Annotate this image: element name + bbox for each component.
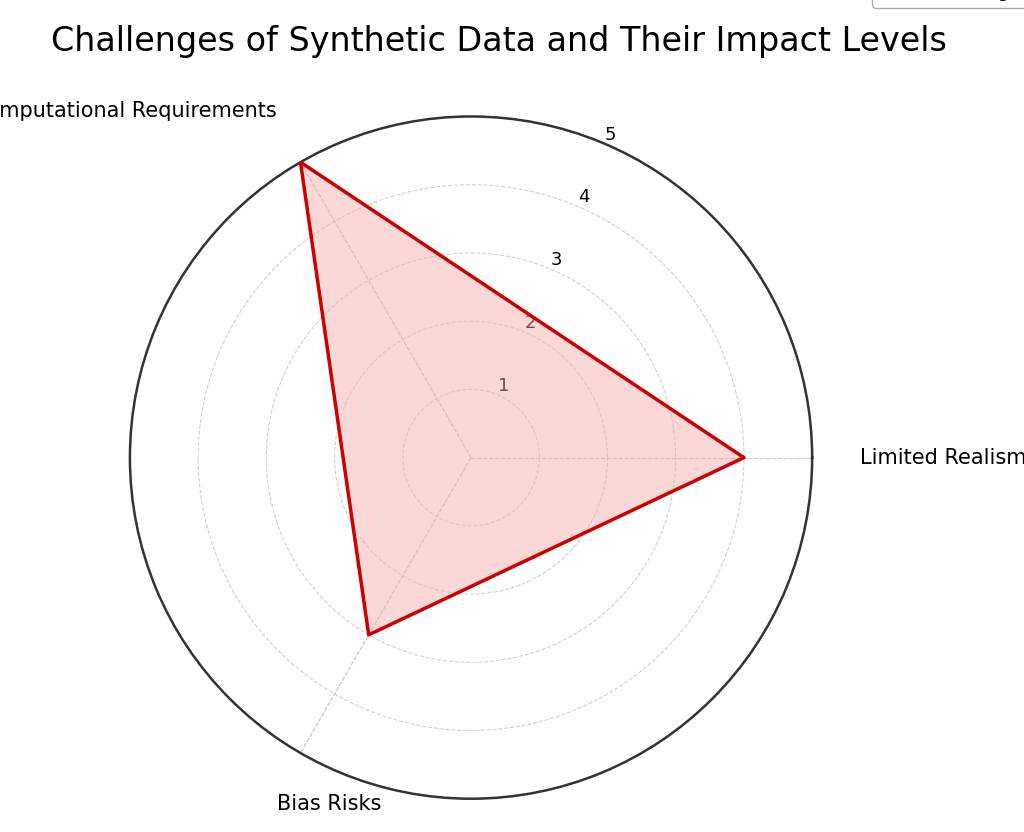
Text: Challenges of Synthetic Data and Their Impact Levels: Challenges of Synthetic Data and Their I… — [51, 25, 947, 58]
Text: Limited Realism: Limited Realism — [860, 448, 1024, 468]
Polygon shape — [300, 162, 743, 635]
Text: Computational Requirements: Computational Requirements — [0, 101, 276, 121]
Text: Bias Risks: Bias Risks — [276, 795, 381, 815]
Legend: Challenge Impact Levels: Challenge Impact Levels — [871, 0, 1024, 7]
